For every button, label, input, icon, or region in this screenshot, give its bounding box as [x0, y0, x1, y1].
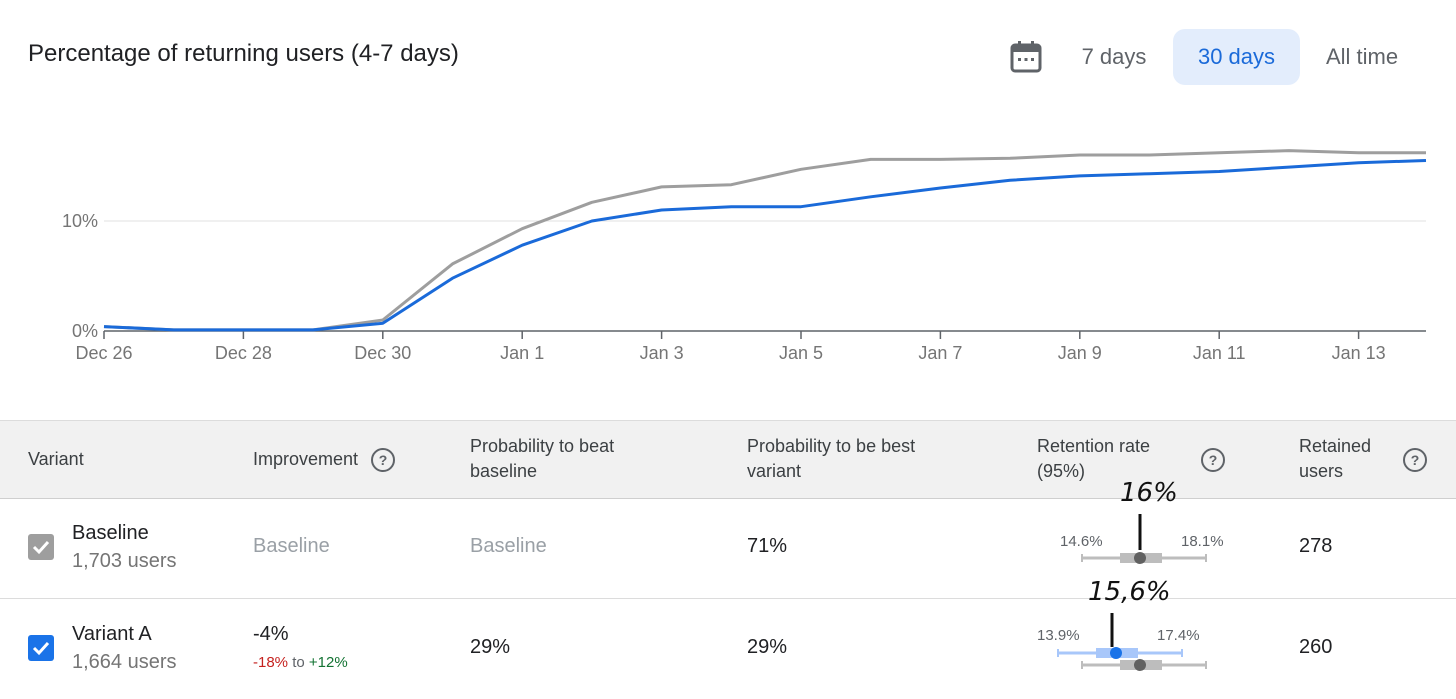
table-header: Variant Improvement ? Probability to bea… [0, 420, 1456, 499]
improvement-value: -4% [253, 623, 289, 645]
header-improvement: Improvement [253, 449, 359, 469]
ci-bar-baseline [1081, 552, 1207, 564]
annotation-pointer [1138, 514, 1142, 550]
header-prob-beat-line2: baseline [470, 461, 538, 481]
line-chart: 0% 10% Dec 26 Dec 28 Dec 30 Jan 1 Jan 3 Jan 5 Ja… [62, 149, 1427, 363]
header-prob-beat-line1: Probability to beat [470, 436, 615, 456]
x-tick-label: Jan 13 [1332, 343, 1386, 363]
range-7-days-button[interactable]: 7 days [1081, 44, 1147, 69]
x-tick-label: Jan 1 [500, 343, 544, 363]
improvement-to: to [292, 654, 305, 671]
range-30-days-button[interactable]: 30 days [1173, 29, 1300, 85]
ci-bar-variant-a [1057, 647, 1207, 671]
header-retention-line1: Retention rate [1037, 436, 1151, 456]
retention-help-icon[interactable]: ? [1201, 448, 1225, 472]
x-tick-label: Dec 28 [215, 343, 272, 363]
prob-beat-value: 29% [470, 636, 511, 658]
improvement-help-icon[interactable]: ? [371, 448, 395, 472]
header-retained-line2: users [1299, 461, 1344, 481]
header-prob-best-line1: Probability to be best [747, 436, 916, 456]
annotation-pointer [1110, 613, 1114, 647]
y-tick-label: 0% [72, 321, 98, 341]
header-prob-best-line2: variant [747, 461, 802, 481]
x-tick-label: Dec 26 [75, 343, 132, 363]
retained-help-icon[interactable]: ? [1403, 448, 1427, 472]
variant-name: Variant A [72, 623, 152, 645]
ci-low: 13.9% [1037, 627, 1080, 644]
improvement-low: -18% [253, 654, 289, 671]
retained-value: 260 [1299, 636, 1333, 658]
ci-high: 18.1% [1181, 533, 1224, 550]
check-icon [32, 641, 50, 656]
y-tick-label: 10% [62, 211, 98, 231]
check-icon [32, 540, 50, 555]
variant-name: Baseline [72, 522, 149, 544]
series-line-1 [103, 159, 1427, 332]
table-row-baseline: Baseline 1,703 users Baseline Baseline 7… [0, 478, 1456, 599]
baseline-checkbox[interactable] [28, 534, 54, 560]
range-all-time-button[interactable]: All time [1325, 44, 1399, 69]
retained-value: 278 [1299, 535, 1333, 557]
handwritten-annotation: 16% [1120, 478, 1178, 508]
prob-best-value: 71% [747, 535, 788, 557]
x-tick-label: Jan 5 [779, 343, 823, 363]
variant-users: 1,664 users [72, 651, 177, 673]
variant-a-checkbox[interactable] [28, 635, 54, 661]
calendar-icon[interactable] [1008, 39, 1044, 75]
improvement-range: -18% to +12% [253, 654, 348, 671]
ci-high: 17.4% [1157, 627, 1200, 644]
handwritten-annotation: 15,6% [1088, 577, 1171, 607]
series-line-0 [103, 149, 1426, 332]
ci-low: 14.6% [1060, 533, 1103, 550]
x-tick-label: Jan 11 [1193, 343, 1246, 363]
variant-users: 1,703 users [72, 550, 177, 572]
prob-best-value: 29% [747, 636, 788, 658]
chart-title: Percentage of returning users (4-7 days) [28, 40, 459, 67]
header-variant: Variant [28, 449, 84, 469]
prob-beat-value: Baseline [470, 535, 547, 557]
improvement-value: Baseline [253, 535, 330, 557]
header-retained-line1: Retained [1299, 436, 1372, 456]
improvement-high: +12% [308, 654, 348, 671]
table-row-variant-a: Variant A 1,664 users -4% -18% to +12% 2… [0, 577, 1456, 699]
x-tick-label: Jan 3 [640, 343, 684, 363]
header-retention-line2: (95%) [1037, 461, 1086, 481]
x-tick-label: Jan 7 [918, 343, 962, 363]
x-tick-label: Dec 30 [354, 343, 411, 363]
x-tick-label: Jan 9 [1058, 343, 1102, 363]
